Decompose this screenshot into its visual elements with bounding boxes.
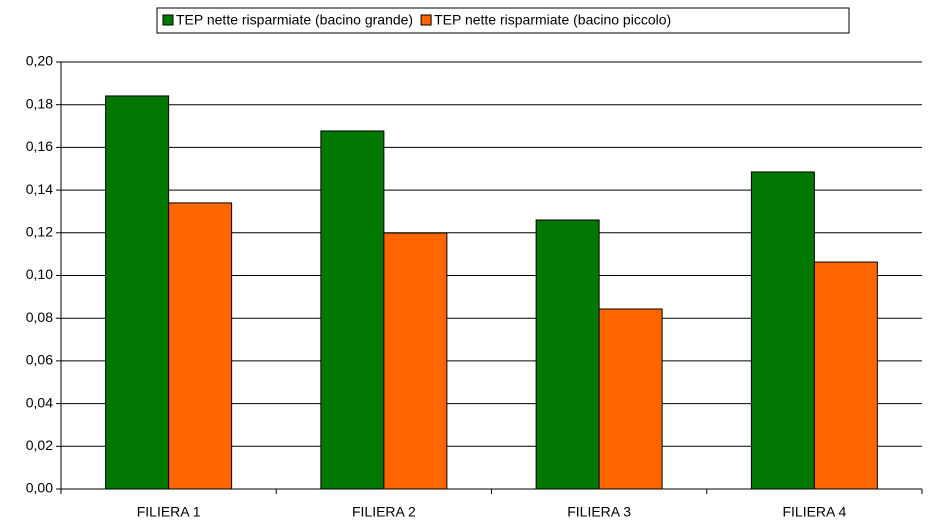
x-tick-label: FILIERA 1 (137, 504, 201, 520)
legend-label: TEP nette risparmiate (bacino piccolo) (434, 12, 671, 28)
y-tick-label: 0,16 (26, 138, 53, 154)
y-tick-label: 0,18 (26, 95, 53, 111)
x-tick-label: FILIERA 3 (567, 504, 631, 520)
y-tick-label: 0,20 (26, 53, 53, 69)
legend-swatch (420, 14, 432, 26)
y-tick-label: 0,00 (26, 480, 53, 496)
bar (105, 95, 170, 490)
bar (383, 232, 448, 490)
y-tick-label: 0,06 (26, 352, 53, 368)
y-tick-label: 0,02 (26, 437, 53, 453)
bar (168, 202, 233, 490)
x-tick-label: FILIERA 2 (352, 504, 416, 520)
bar (535, 219, 600, 490)
legend-swatch (162, 14, 174, 26)
bar (320, 130, 385, 490)
legend-box (156, 7, 850, 34)
legend-label: TEP nette risparmiate (bacino grande) (176, 12, 413, 28)
x-tick-label: FILIERA 4 (782, 504, 846, 520)
bar (813, 261, 878, 490)
bar (750, 171, 815, 490)
y-tick-label: 0,12 (26, 224, 53, 240)
y-tick-label: 0,08 (26, 309, 53, 325)
y-tick-label: 0,10 (26, 266, 53, 282)
bar (598, 308, 663, 490)
y-tick-label: 0,14 (26, 181, 53, 197)
y-tick-label: 0,04 (26, 394, 53, 410)
